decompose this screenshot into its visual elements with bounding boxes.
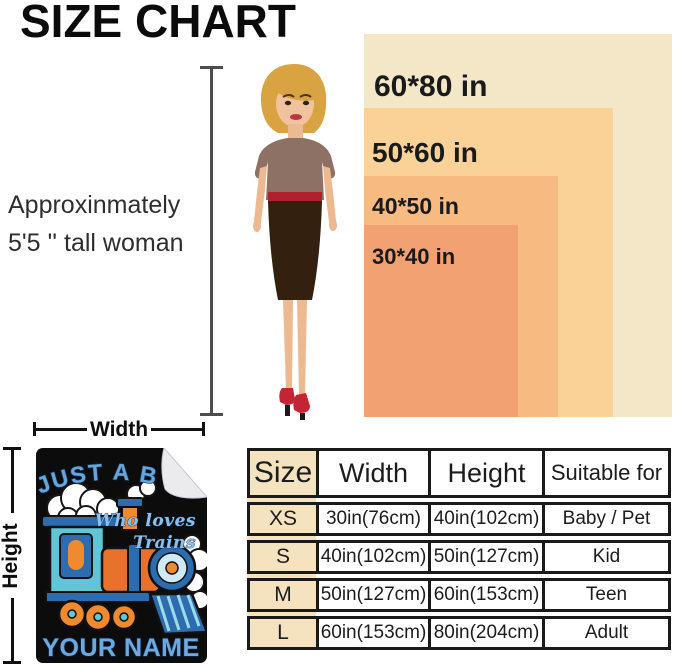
- measure-cap-bottom: [200, 413, 223, 416]
- size-box-label-40x50: 40*50 in: [372, 193, 459, 219]
- cell-height: 60in(153cm): [428, 581, 542, 609]
- blanket-script-line2: Trains: [133, 533, 196, 553]
- height-measure-line: [200, 66, 223, 416]
- header-size: Size: [250, 451, 316, 495]
- cell-height: 40in(102cm): [428, 505, 542, 533]
- size-box-label-30x40: 30*40 in: [372, 244, 456, 269]
- size-box-30x40: [364, 225, 518, 417]
- width-label: Width: [89, 418, 149, 441]
- blanket-name-text: YOUR NAME: [42, 634, 199, 662]
- cell-height: 80in(204cm): [428, 619, 542, 647]
- header-height: Height: [428, 451, 542, 495]
- cell-suitable: Teen: [542, 581, 668, 609]
- cell-size: XS: [250, 505, 316, 533]
- table-row-s: S 40in(102cm) 50in(127cm) Kid: [247, 540, 671, 574]
- table-row-l: L 60in(153cm) 80in(204cm) Adult: [247, 616, 671, 650]
- width-line-right: [151, 428, 203, 431]
- size-box-label-50x60: 50*60 in: [372, 137, 478, 168]
- header-suitable-for: Suitable for: [542, 451, 668, 495]
- train-illustration: [41, 497, 207, 636]
- cell-suitable: Baby / Pet: [542, 505, 668, 533]
- cell-suitable: Adult: [542, 619, 668, 647]
- header-width: Width: [316, 451, 428, 495]
- height-line-bottom: [11, 598, 14, 662]
- smoke-clouds: [46, 479, 207, 619]
- cell-width: 50in(127cm): [316, 581, 428, 609]
- cell-width: 40in(102cm): [316, 543, 428, 571]
- blanket-height-measure: Height: [0, 447, 24, 664]
- table-row-m: M 50in(127cm) 60in(153cm) Teen: [247, 578, 671, 612]
- blanket-fold-corner: [161, 448, 207, 499]
- cell-size: S: [250, 543, 316, 571]
- size-table: Size Width Height Suitable for XS 30in(7…: [247, 448, 671, 650]
- woman-illustration: [253, 64, 337, 420]
- size-box-label-60x80: 60*80 in: [374, 70, 488, 103]
- cell-height: 50in(127cm): [428, 543, 542, 571]
- cell-suitable: Kid: [542, 543, 668, 571]
- cell-size: M: [250, 581, 316, 609]
- blanket-product-image: JUST A B Who loves Trains YOUR NAME: [36, 448, 207, 663]
- cell-size: L: [250, 619, 316, 647]
- height-tick-bottom: [3, 661, 21, 664]
- blanket-width-measure: Width: [33, 418, 205, 441]
- woman-height-note-line1: Approxinmately: [8, 191, 181, 219]
- cell-width: 60in(153cm): [316, 619, 428, 647]
- width-tick-right: [202, 422, 205, 436]
- woman-height-note-line2: 5'5 '' tall woman: [8, 229, 184, 257]
- measure-cap-top: [200, 66, 223, 69]
- woman-height-note: Approxinmately 5'5 '' tall woman: [8, 186, 184, 262]
- height-tick-top: [3, 447, 21, 450]
- width-tick-left: [33, 422, 36, 436]
- measure-line: [210, 68, 213, 414]
- blanket-script-line1: Who loves: [95, 511, 196, 531]
- height-label: Height: [0, 523, 22, 589]
- width-line-left: [35, 428, 87, 431]
- page-title: SIZE CHART: [20, 0, 296, 47]
- table-row-xs: XS 30in(76cm) 40in(102cm) Baby / Pet: [247, 502, 671, 536]
- cell-width: 30in(76cm): [316, 505, 428, 533]
- table-header-row: Size Width Height Suitable for: [247, 448, 671, 498]
- height-line-top: [11, 449, 14, 513]
